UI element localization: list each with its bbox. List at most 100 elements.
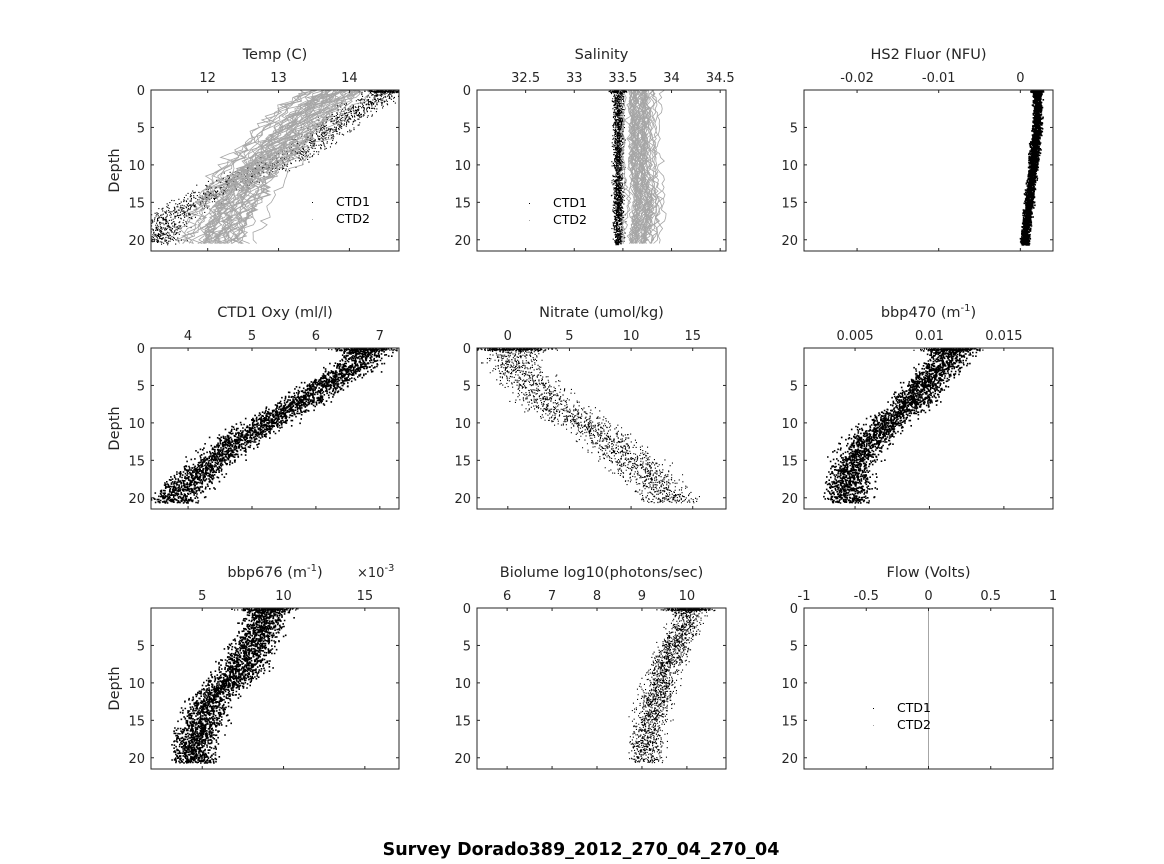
axes-title: Flow (Volts) <box>887 565 971 581</box>
profile-line <box>628 90 640 244</box>
y-tick-label: 15 <box>781 454 798 469</box>
y-tick-label: 0 <box>137 84 145 99</box>
legend: CTD1 CTD2 <box>312 194 370 226</box>
axes-box <box>476 607 727 770</box>
profile-line <box>178 90 307 244</box>
axes-title: Nitrate (umol/kg) <box>539 305 664 321</box>
x-tick-label: 14 <box>341 71 358 86</box>
y-tick-label: 0 <box>463 84 471 99</box>
profile-line <box>181 90 312 244</box>
profile-line <box>632 90 646 244</box>
y-tick-label: 20 <box>128 492 145 507</box>
y-tick-label: 0 <box>790 602 798 617</box>
subplot-8: 6 7 8 9 10 0 5 10 15 20 Biolume log10(photons/sec) <box>454 565 727 770</box>
data-points <box>823 348 984 504</box>
profile-line <box>224 90 347 244</box>
figure-suptitle: Survey Dorado389_2012_270_04_270_04 <box>383 840 780 860</box>
y-tick-label: 5 <box>790 121 798 136</box>
profile-line <box>618 90 632 244</box>
y-tick-label: 10 <box>454 677 471 692</box>
y-tick-label: 20 <box>454 492 471 507</box>
y-tick-label: 15 <box>128 196 145 211</box>
y-axis-label: Depth <box>107 406 123 450</box>
y-tick-label: 10 <box>128 159 145 174</box>
legend-marker <box>873 708 874 709</box>
y-tick-label: 0 <box>137 342 145 357</box>
axes-title: HS2 Fluor (NFU) <box>870 47 986 63</box>
x-exponent-label: ×10-3 <box>357 563 394 581</box>
y-tick-label: 20 <box>781 234 798 249</box>
profile-line <box>214 90 337 244</box>
profile-line <box>211 90 335 244</box>
y-tick-label: 15 <box>454 196 471 211</box>
profile-line <box>181 90 318 244</box>
x-tick-label: 10 <box>679 589 696 604</box>
axes-title: bbp470 (m-1) <box>881 303 976 321</box>
legend-entry-ctd1: CTD1 <box>897 700 931 715</box>
x-tick-label: -0.02 <box>840 71 874 86</box>
profile-line <box>635 90 646 244</box>
x-tick-label: 6 <box>503 589 511 604</box>
y-tick-label: 20 <box>781 752 798 767</box>
y-tick-label: 5 <box>790 639 798 654</box>
legend: CTD1 CTD2 <box>529 195 587 227</box>
y-tick-label: 15 <box>454 714 471 729</box>
x-tick-label: -1 <box>798 589 811 604</box>
profile-line <box>224 90 356 244</box>
y-tick-label: 5 <box>463 121 471 136</box>
y-tick-label: 20 <box>128 234 145 249</box>
y-tick-label: 5 <box>137 379 145 394</box>
x-tick-label: 0 <box>504 329 512 344</box>
axes-background <box>477 348 726 509</box>
profile-line <box>643 90 658 244</box>
legend: CTD1 CTD2 <box>873 700 931 732</box>
profile-line <box>641 90 654 244</box>
subplot-7: 5 10 15 5 10 15 20 bbp676 (m-1) ×10-3 Depth <box>107 563 400 770</box>
x-tick-label: 33 <box>566 71 583 86</box>
y-tick-label: 10 <box>781 417 798 432</box>
y-axis-label: Depth <box>107 666 123 710</box>
plot-data <box>628 608 716 764</box>
series-ctd1 <box>151 348 398 504</box>
series-ctd1 <box>477 348 700 504</box>
axes-background <box>477 90 726 251</box>
data-points <box>171 608 299 764</box>
subplot-3: -0.02 -0.01 0 5 10 15 20 HS2 Fluor (NFU) <box>781 47 1054 252</box>
profile-line <box>181 90 312 244</box>
x-tick-label: 6 <box>312 329 320 344</box>
plot-data <box>608 90 667 246</box>
axes-box <box>803 347 1054 510</box>
axes-box <box>150 89 400 252</box>
y-tick-label: 15 <box>781 196 798 211</box>
x-tick-label: 0.005 <box>836 329 873 344</box>
axes-title: Salinity <box>575 47 629 63</box>
subplot-6: 0.005 0.01 0.015 5 10 15 20 bbp470 (m-1) <box>781 303 1054 510</box>
axes-box <box>476 347 727 510</box>
axes-background <box>477 608 726 769</box>
legend-marker <box>873 725 874 726</box>
plot-data <box>151 90 399 246</box>
x-tick-label: 34.5 <box>706 71 735 86</box>
legend-entry-ctd1: CTD1 <box>336 194 370 209</box>
legend-entry-ctd1: CTD1 <box>553 195 587 210</box>
data-points <box>151 90 399 246</box>
profile-line <box>627 90 640 244</box>
x-tick-label: 10 <box>275 589 292 604</box>
legend-entry-ctd2: CTD2 <box>553 212 587 227</box>
data-points <box>1019 90 1045 246</box>
y-axis-label: Depth <box>107 148 123 192</box>
profile-line <box>224 90 349 244</box>
series-ctd1 <box>151 90 399 246</box>
plot-data <box>171 608 299 764</box>
x-tick-label: 15 <box>684 329 701 344</box>
axes-box <box>150 607 400 770</box>
profile-line <box>231 90 361 244</box>
x-tick-label: 5 <box>198 589 206 604</box>
data-points <box>628 608 716 764</box>
axes-title: bbp676 (m-1) <box>227 563 322 581</box>
axes-title: Temp (C) <box>242 47 308 63</box>
y-tick-label: 5 <box>790 379 798 394</box>
x-tick-label: 7 <box>548 589 556 604</box>
profile-line <box>217 90 342 244</box>
y-tick-label: 15 <box>128 714 145 729</box>
